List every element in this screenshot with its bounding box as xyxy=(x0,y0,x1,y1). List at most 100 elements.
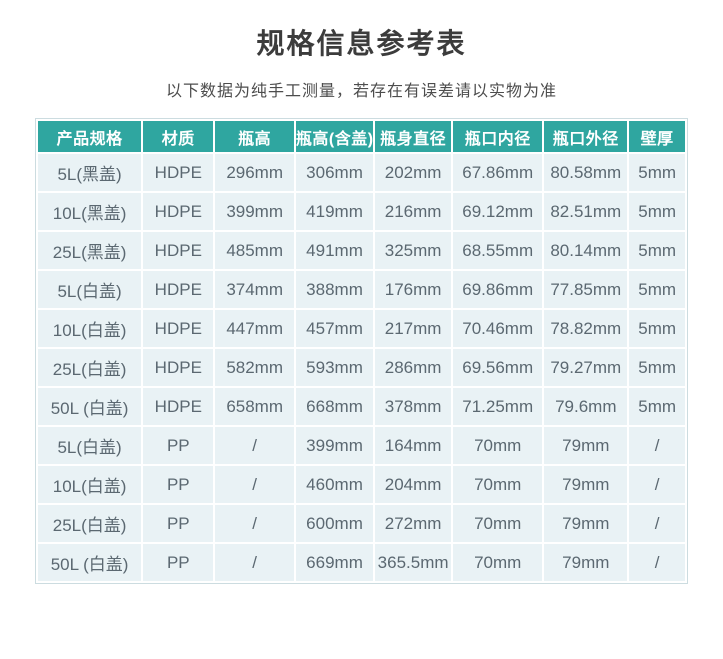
spec-sheet-page: 规格信息参考表 以下数据为纯手工测量，若存在有误差请以实物为准 产品规格 材质 瓶高… xyxy=(0,28,723,659)
table-cell: 325mm xyxy=(375,232,452,270)
table-cell: 70mm xyxy=(453,466,543,504)
table-row: 25L(白盖) HDPE 582mm 593mm 286mm 69.56mm 79.27mm… xyxy=(38,349,685,387)
table-cell: 71.25mm xyxy=(453,388,543,426)
table-cell: 582mm xyxy=(215,349,294,387)
table-cell: PP xyxy=(143,427,214,465)
table-cell: 82.51mm xyxy=(544,193,628,231)
table-cell: 669mm xyxy=(295,544,374,582)
table-cell: 5L(黑盖) xyxy=(38,154,142,192)
column-header-7: 壁厚 xyxy=(629,121,685,153)
table-cell: / xyxy=(629,466,685,504)
table-cell: 600mm xyxy=(295,505,374,543)
table-cell: 668mm xyxy=(295,388,374,426)
table-cell: 50L (白盖) xyxy=(38,388,142,426)
table-cell: / xyxy=(215,544,294,582)
table-cell: 5mm xyxy=(629,271,685,309)
table-cell: 69.12mm xyxy=(453,193,543,231)
table-cell: 79.27mm xyxy=(544,349,628,387)
table-cell: PP xyxy=(143,544,214,582)
table-cell: 457mm xyxy=(295,310,374,348)
table-cell: 25L(黑盖) xyxy=(38,232,142,270)
table-cell: 5mm xyxy=(629,310,685,348)
table-cell: 69.86mm xyxy=(453,271,543,309)
table-cell: / xyxy=(629,505,685,543)
table-cell: 176mm xyxy=(375,271,452,309)
table-cell: HDPE xyxy=(143,271,214,309)
table-cell: 5mm xyxy=(629,154,685,192)
table-cell: 399mm xyxy=(215,193,294,231)
table-cell: 79mm xyxy=(544,544,628,582)
page-subtitle: 以下数据为纯手工测量，若存在有误差请以实物为准 xyxy=(165,83,557,101)
table-cell: PP xyxy=(143,466,214,504)
table-cell: 69.56mm xyxy=(453,349,543,387)
table-cell: 80.14mm xyxy=(544,232,628,270)
table-cell: 79mm xyxy=(544,505,628,543)
table-row: 10L(黑盖) HDPE 399mm 419mm 216mm 69.12mm 82.51mm… xyxy=(38,193,685,231)
table-cell: 374mm xyxy=(215,271,294,309)
table-cell: 67.86mm xyxy=(453,154,543,192)
table-cell: / xyxy=(215,427,294,465)
table-cell: 419mm xyxy=(295,193,374,231)
table-cell: 204mm xyxy=(375,466,452,504)
table-cell: 306mm xyxy=(295,154,374,192)
table-cell: HDPE xyxy=(143,388,214,426)
table-body: 5L(黑盖) HDPE 296mm 306mm 202mm 67.86mm 80.58mm 5… xyxy=(38,154,685,582)
table-cell: 202mm xyxy=(375,154,452,192)
table-cell: 78.82mm xyxy=(544,310,628,348)
column-header-2: 瓶高 xyxy=(215,121,294,153)
table-cell: 68.55mm xyxy=(453,232,543,270)
table-row: 5L(白盖) PP/399mm 164mm 70mm 79mm / xyxy=(38,427,685,465)
column-header-0: 产品规格 xyxy=(38,121,142,153)
column-header-6: 瓶口外径 xyxy=(544,121,628,153)
page-title: 规格信息参考表 xyxy=(256,28,467,59)
table-cell: 460mm xyxy=(295,466,374,504)
table-cell: 25L(白盖) xyxy=(38,349,142,387)
table-cell: 217mm xyxy=(375,310,452,348)
table-cell: / xyxy=(215,505,294,543)
table-cell: / xyxy=(629,544,685,582)
table-cell: HDPE xyxy=(143,349,214,387)
table-cell: / xyxy=(215,466,294,504)
table-cell: 216mm xyxy=(375,193,452,231)
table-cell: 5mm xyxy=(629,193,685,231)
table-cell: 70mm xyxy=(453,427,543,465)
table-cell: 593mm xyxy=(295,349,374,387)
column-header-1: 材质 xyxy=(143,121,214,153)
spec-table: 产品规格 材质 瓶高 瓶高(含盖) 瓶身直径 瓶口内径 瓶口外径 壁厚 5L(黑盖) HDPE 2… xyxy=(35,118,688,585)
table-cell: 491mm xyxy=(295,232,374,270)
table-cell: 25L(白盖) xyxy=(38,505,142,543)
table-cell: 399mm xyxy=(295,427,374,465)
table-row: 5L(黑盖) HDPE 296mm 306mm 202mm 67.86mm 80.58mm 5… xyxy=(38,154,685,192)
table-cell: 378mm xyxy=(375,388,452,426)
table-cell: 272mm xyxy=(375,505,452,543)
table-cell: 77.85mm xyxy=(544,271,628,309)
table-cell: HDPE xyxy=(143,154,214,192)
table-cell: 5mm xyxy=(629,232,685,270)
table-cell: 70.46mm xyxy=(453,310,543,348)
table-cell: 50L (白盖) xyxy=(38,544,142,582)
table-row: 10L(白盖) HDPE 447mm 457mm 217mm 70.46mm 78.82mm… xyxy=(38,310,685,348)
table-cell: 296mm xyxy=(215,154,294,192)
table-cell: 80.58mm xyxy=(544,154,628,192)
table-header-row: 产品规格 材质 瓶高 瓶高(含盖) 瓶身直径 瓶口内径 瓶口外径 壁厚 xyxy=(38,121,685,153)
table-cell: / xyxy=(629,427,685,465)
table-cell: HDPE xyxy=(143,193,214,231)
table-cell: 447mm xyxy=(215,310,294,348)
column-header-3: 瓶高(含盖) xyxy=(295,121,374,153)
table-cell: 10L(白盖) xyxy=(38,466,142,504)
table-cell: 5L(白盖) xyxy=(38,427,142,465)
column-header-5: 瓶口内径 xyxy=(453,121,543,153)
table-row: 50L (白盖) PP/669mm 365.5mm 70mm 79mm / xyxy=(38,544,685,582)
table-row: 25L(白盖) PP/600mm 272mm 70mm 79mm / xyxy=(38,505,685,543)
table-cell: 365.5mm xyxy=(375,544,452,582)
table-row: 25L(黑盖) HDPE 485mm 491mm 325mm 68.55mm 80.14mm… xyxy=(38,232,685,270)
table-cell: 5mm xyxy=(629,388,685,426)
table-row: 5L(白盖) HDPE 374mm 388mm 176mm 69.86mm 77.85mm 5… xyxy=(38,271,685,309)
table-cell: 658mm xyxy=(215,388,294,426)
table-cell: 70mm xyxy=(453,505,543,543)
table-cell: HDPE xyxy=(143,310,214,348)
table-cell: 286mm xyxy=(375,349,452,387)
table-cell: HDPE xyxy=(143,232,214,270)
table-row: 10L(白盖) PP/460mm 204mm 70mm 79mm / xyxy=(38,466,685,504)
table-cell: 485mm xyxy=(215,232,294,270)
